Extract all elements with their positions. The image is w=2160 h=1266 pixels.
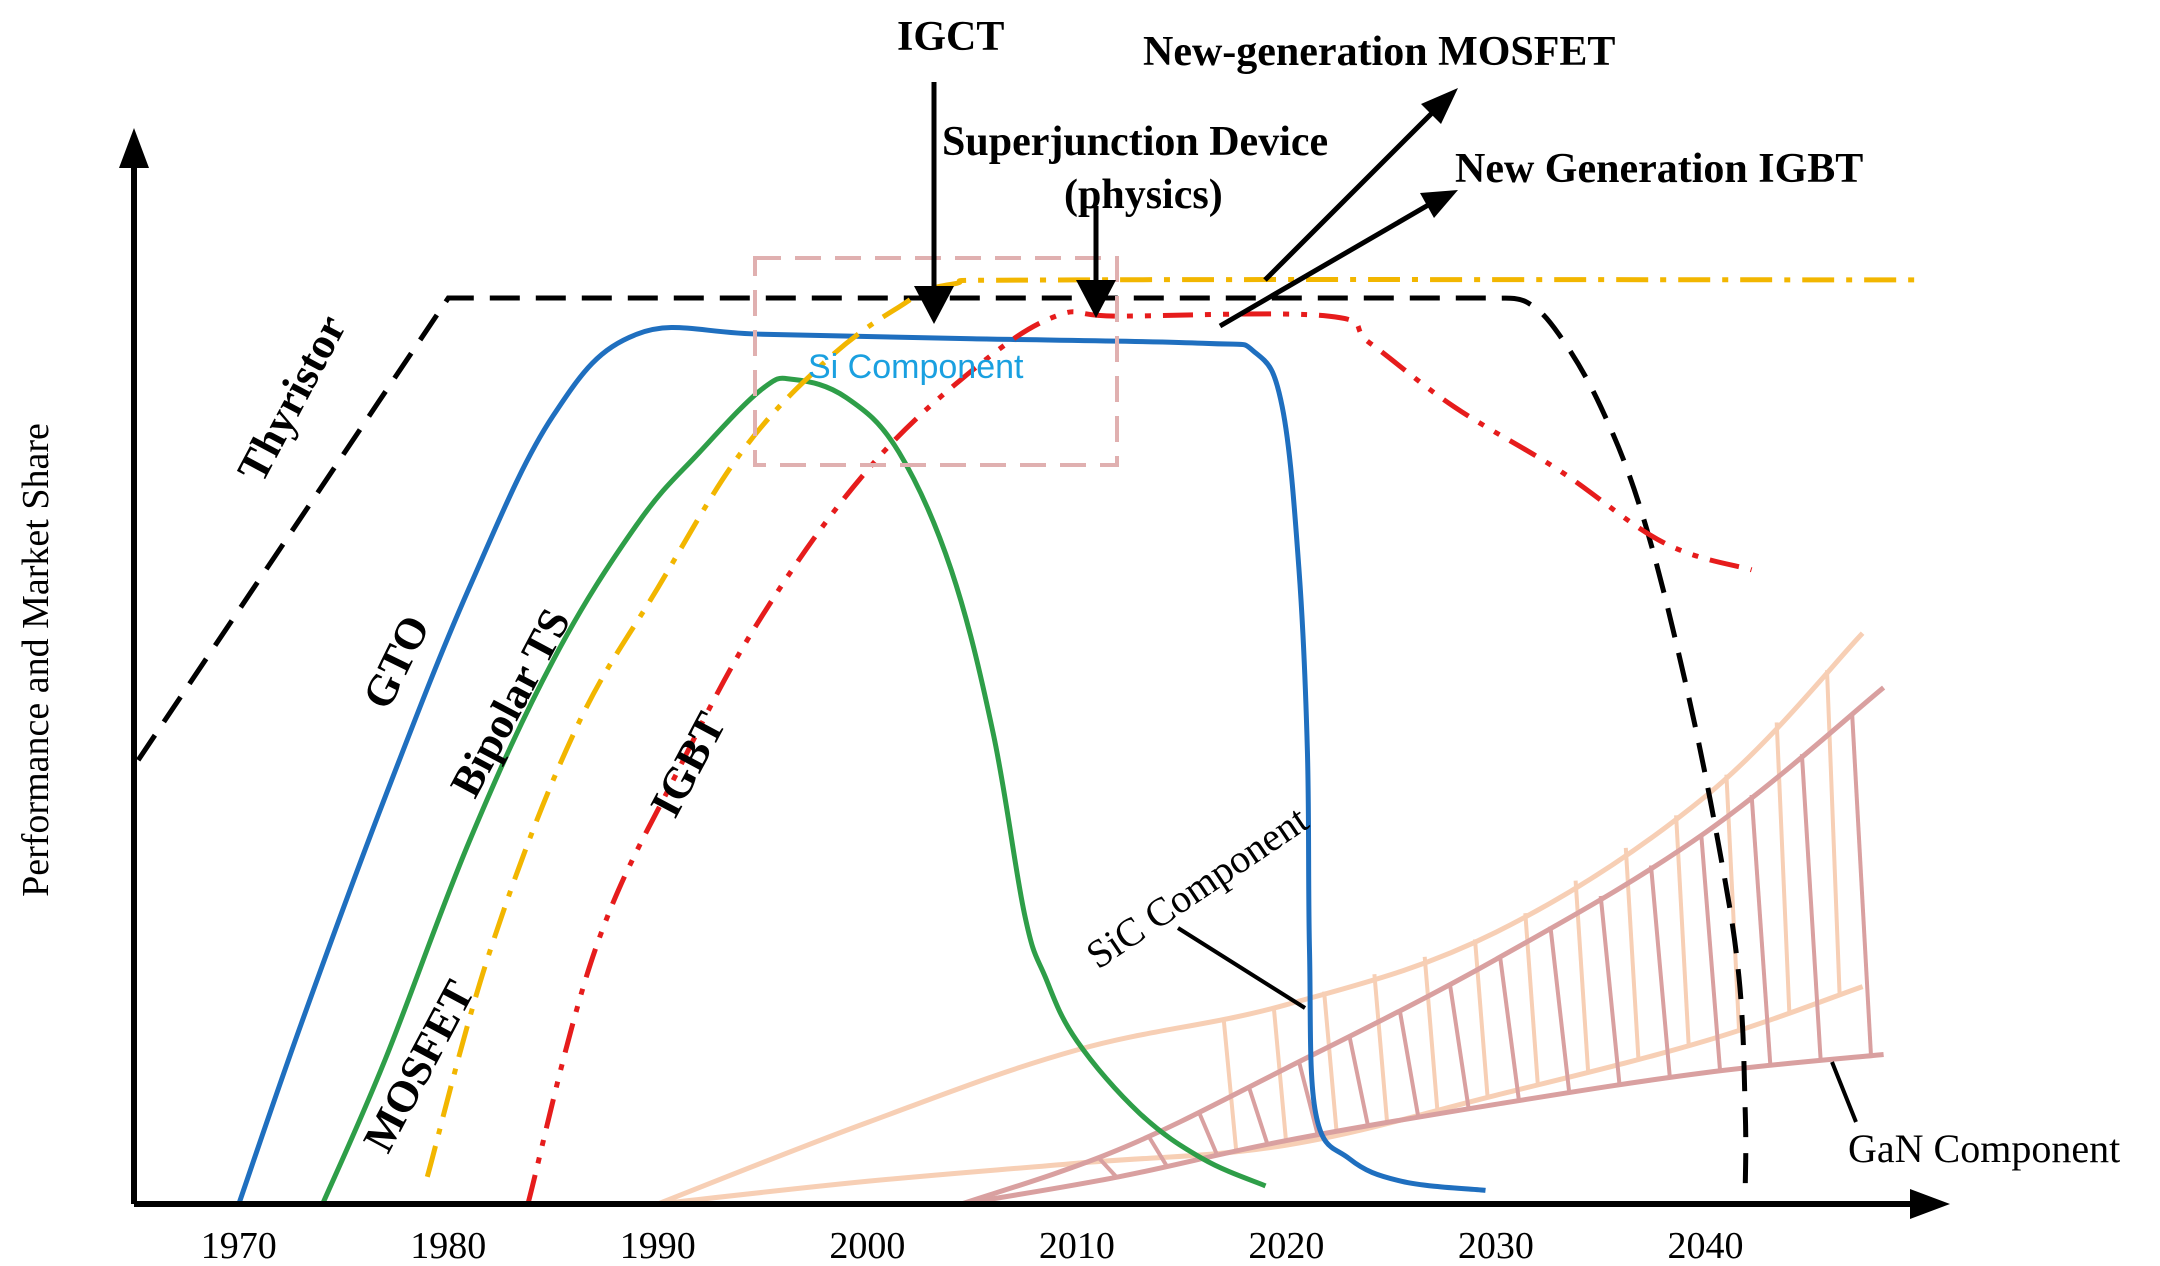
x-tick-label-1990: 1990: [620, 1225, 696, 1266]
band-gan-component-upper-edge: [960, 685, 1886, 1207]
series-label-igbt: IGBT: [641, 705, 736, 825]
series-label-gto: GTO: [353, 608, 440, 717]
x-tick-label-1980: 1980: [410, 1225, 486, 1266]
band-rung-gan-component-12: [1699, 834, 1723, 1072]
band-sic-component-lower-edge: [657, 984, 1864, 1207]
new-mosfet-arrow-head: [1421, 88, 1458, 124]
si-component-label: Si Component: [808, 348, 1024, 386]
x-axis-arrow: [1910, 1189, 1950, 1219]
band-rung-gan-component-10: [1598, 895, 1622, 1086]
band-rung-gan-component-9: [1548, 926, 1572, 1094]
annotation-igct: IGCT: [897, 14, 1004, 60]
series-line-igbt: [525, 309, 1753, 1205]
x-tick-label-2030: 2030: [1458, 1225, 1534, 1266]
band-rung-gan-component-11: [1649, 865, 1672, 1079]
x-tick-label-2020: 2020: [1248, 1225, 1324, 1266]
annotation-sic-component: SiC Component: [1078, 797, 1316, 978]
gan-leader-line: [1830, 1061, 1858, 1123]
y-axis-arrow: [119, 128, 149, 168]
band-rung-gan-component-15: [1850, 713, 1873, 1056]
band-rung-gan-component-0: [1096, 1155, 1119, 1179]
band-rung-sic-component-5: [1473, 939, 1490, 1098]
band-rung-gan-component-2: [1196, 1110, 1220, 1157]
band-rung-gan-component-4: [1297, 1061, 1320, 1136]
annotation-superjunction-line1: Superjunction Device: [942, 119, 1328, 165]
series-line-gto: [236, 325, 1486, 1205]
series-label-bipolar-ts: Bipolar TS: [441, 601, 581, 805]
x-tick-label-2010: 2010: [1039, 1225, 1115, 1266]
annotation-new-mosfet: New-generation MOSFET: [1143, 29, 1615, 75]
band-rung-gan-component-8: [1498, 956, 1521, 1102]
new-igbt-arrow-head: [1420, 190, 1458, 218]
sic-leader-line: [1176, 926, 1307, 1010]
annotation-superjunction-line2: (physics): [1064, 172, 1223, 218]
new-mosfet-arrow-line: [1263, 108, 1437, 282]
new-igbt-arrow-line: [1218, 201, 1432, 329]
band-sic-component-upper-edge: [656, 631, 1865, 1207]
y-axis-label: Performance and Market Share: [15, 423, 57, 897]
x-tick-label-2000: 2000: [829, 1225, 905, 1266]
band-rung-sic-component-2: [1322, 991, 1339, 1134]
band-gan-component: [960, 685, 1886, 1207]
band-rung-gan-component-14: [1799, 753, 1823, 1062]
superjunction-arrow-head: [1076, 280, 1116, 318]
band-rung-gan-component-13: [1749, 794, 1773, 1067]
band-rung-sic-component-12: [1825, 670, 1842, 995]
band-rung-gan-component-7: [1447, 983, 1471, 1110]
band-rung-sic-component-3: [1372, 974, 1389, 1122]
band-rung-gan-component-5: [1347, 1035, 1371, 1127]
annotation-new-igbt: New Generation IGBT: [1455, 146, 1863, 192]
band-rung-sic-component-4: [1422, 956, 1440, 1110]
x-tick-label-1970: 1970: [201, 1225, 277, 1266]
series-label-thyristor: Thyristor: [228, 307, 356, 490]
band-rung-gan-component-1: [1146, 1134, 1169, 1168]
series-line-mosfet: [424, 277, 1916, 1178]
series-line-bipolar-ts: [320, 375, 1267, 1205]
series-layer: [136, 277, 1916, 1205]
igct-arrow-head: [914, 286, 954, 324]
x-tick-label-2040: 2040: [1668, 1225, 1744, 1266]
band-rung-gan-component-3: [1246, 1085, 1270, 1146]
series-line-thyristor: [136, 295, 1749, 1186]
x-tick-labels: 1970 1980 1990 2000 2010 2020 2030 2040: [201, 1225, 1744, 1266]
bands-layer: [656, 631, 1886, 1207]
band-rung-sic-component-1: [1271, 1007, 1289, 1146]
band-gan-component-lower-edge: [961, 1052, 1884, 1207]
annotation-gan-component: GaN Component: [1848, 1126, 2120, 1171]
band-rung-gan-component-6: [1397, 1009, 1421, 1119]
band-rung-sic-component-11: [1774, 722, 1792, 1012]
band-rung-sic-component-0: [1221, 1018, 1239, 1150]
series-label-mosfet: MOSFET: [354, 973, 484, 1160]
axes: [119, 128, 1950, 1219]
